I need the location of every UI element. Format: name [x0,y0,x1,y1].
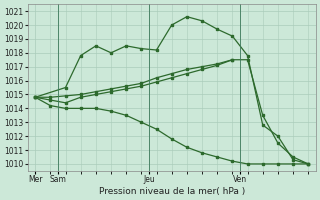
X-axis label: Pression niveau de la mer( hPa ): Pression niveau de la mer( hPa ) [99,187,245,196]
